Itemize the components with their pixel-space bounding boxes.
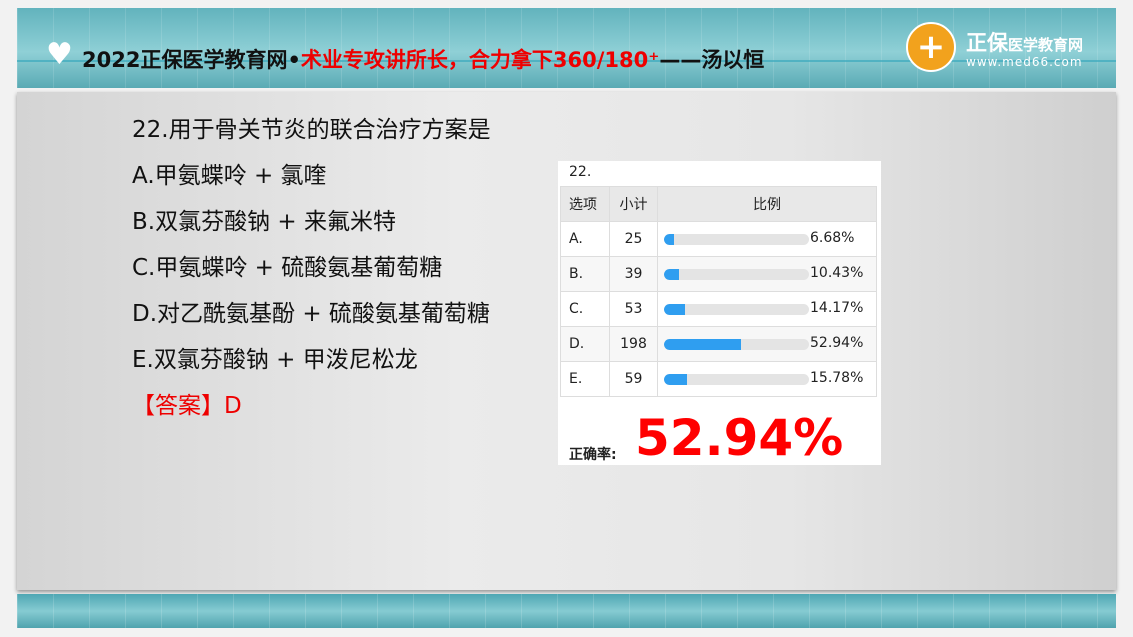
banner-title: 2022正保医学教育网•术业专攻讲所长，合力拿下360/180⁺——汤以恒 <box>82 44 764 74</box>
row-count: 39 <box>609 256 658 292</box>
option-e: E.双氯芬酸钠 + 甲泼尼松龙 <box>132 347 418 373</box>
progress-bar <box>664 374 809 385</box>
row-percent: 6.68% <box>810 230 855 246</box>
answer: 【答案】D <box>132 393 242 419</box>
question-stem: 22.用于骨关节炎的联合治疗方案是 <box>132 117 491 143</box>
footer-banner <box>17 594 1116 628</box>
banner-line <box>17 60 1116 62</box>
row-option: A. <box>560 221 610 257</box>
progress-fill <box>664 339 741 350</box>
progress-bar <box>664 304 809 315</box>
row-count: 198 <box>609 326 658 362</box>
header-option: 选项 <box>560 186 610 222</box>
progress-bar <box>664 269 809 280</box>
row-option: E. <box>560 361 610 397</box>
row-count: 53 <box>609 291 658 327</box>
progress-fill <box>664 304 685 315</box>
logo-url: www.med66.com <box>966 55 1083 69</box>
logo-name: 正保 <box>966 31 1008 55</box>
option-d: D.对乙酰氨基酚 + 硫酸氨基葡萄糖 <box>132 301 490 327</box>
title-author: ——汤以恒 <box>659 48 765 72</box>
title-part: 2022正保医学教育网• <box>82 48 301 72</box>
table-row: B. 39 10.43% <box>560 256 877 292</box>
progress-fill <box>664 374 687 385</box>
title-highlight: 术业专攻讲所长，合力拿下360/180⁺ <box>300 48 660 72</box>
option-a: A.甲氨蝶呤 + 氯喹 <box>132 163 327 189</box>
progress-bar <box>664 234 809 245</box>
table-row: A. 25 6.68% <box>560 221 877 257</box>
row-ratio: 15.78% <box>657 361 877 397</box>
progress-bar <box>664 339 809 350</box>
logo-icon: + <box>906 22 956 72</box>
row-count: 59 <box>609 361 658 397</box>
table-row: D. 198 52.94% <box>560 326 877 362</box>
row-percent: 14.17% <box>810 300 864 316</box>
row-option: C. <box>560 291 610 327</box>
header-count: 小计 <box>609 186 658 222</box>
progress-fill <box>664 269 680 280</box>
logo-text: 正保医学教育网 <box>966 27 1083 57</box>
row-percent: 10.43% <box>810 265 864 281</box>
stats-card: 22. 选项 小计 比例 A. 25 6.68% B. 39 10.43% C. 53 14.17%… <box>558 161 881 467</box>
table-row: C. 53 14.17% <box>560 291 877 327</box>
stats-number: 22. <box>569 164 592 180</box>
row-count: 25 <box>609 221 658 257</box>
row-ratio: 6.68% <box>657 221 877 257</box>
rate-value: 52.94% <box>635 409 844 467</box>
heart-plus-icon: ♥ <box>46 37 73 72</box>
option-c: C.甲氨蝶呤 + 硫酸氨基葡萄糖 <box>132 255 443 281</box>
row-option: D. <box>560 326 610 362</box>
header-ratio: 比例 <box>657 186 877 222</box>
row-option: B. <box>560 256 610 292</box>
row-ratio: 52.94% <box>657 326 877 362</box>
table-row: E. 59 15.78% <box>560 361 877 397</box>
row-ratio: 10.43% <box>657 256 877 292</box>
logo-sub: 医学教育网 <box>1008 36 1084 54</box>
progress-fill <box>664 234 674 245</box>
rate-label: 正确率: <box>569 447 617 463</box>
row-percent: 52.94% <box>810 335 864 351</box>
row-ratio: 14.17% <box>657 291 877 327</box>
option-b: B.双氯芬酸钠 + 来氟米特 <box>132 209 396 235</box>
stats-table: 选项 小计 比例 A. 25 6.68% B. 39 10.43% C. 53 14.17% D. 19… <box>560 186 877 397</box>
row-percent: 15.78% <box>810 370 864 386</box>
